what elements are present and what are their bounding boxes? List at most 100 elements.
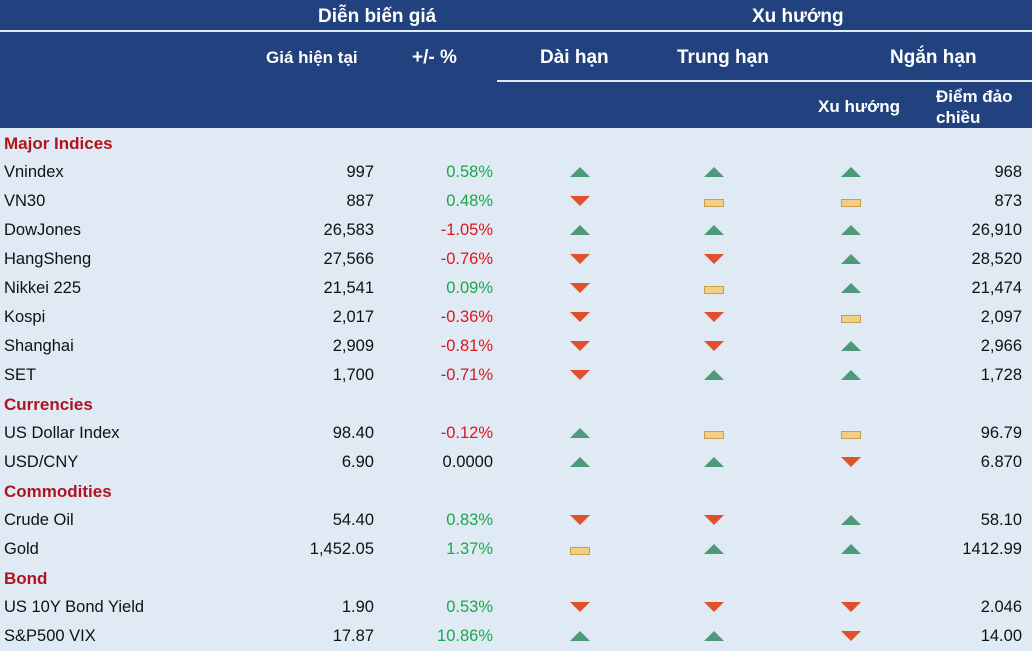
trend-up-icon bbox=[841, 544, 861, 554]
trend-down-icon bbox=[704, 602, 724, 612]
trend-up-icon bbox=[570, 225, 590, 235]
instrument-label: Shanghai bbox=[4, 337, 74, 355]
trend-down-icon bbox=[841, 602, 861, 612]
mid-term-trend bbox=[704, 341, 724, 353]
long-term-trend bbox=[570, 602, 590, 614]
instrument-label: VN30 bbox=[4, 192, 46, 210]
trend-up-icon bbox=[841, 283, 861, 293]
reversal-point: 6.870 bbox=[980, 453, 1022, 471]
category-row: Major Indices bbox=[0, 129, 1032, 158]
short-trend-heading: Xu hướng bbox=[818, 97, 900, 116]
trend-down-icon bbox=[570, 196, 590, 206]
current-price: 1.90 bbox=[341, 598, 374, 616]
change-pct: 10.86% bbox=[437, 627, 493, 645]
current-price: 1,452.05 bbox=[309, 540, 374, 558]
short-term-heading: Ngắn hạn bbox=[890, 47, 977, 68]
mid-term-trend bbox=[704, 602, 724, 614]
reversal-point: 26,910 bbox=[971, 221, 1022, 239]
current-price: 17.87 bbox=[332, 627, 374, 645]
table-row: Kospi 2,017 -0.36% 2,097 bbox=[0, 303, 1032, 332]
category-row: Commodities bbox=[0, 477, 1032, 506]
change-pct: -0.71% bbox=[440, 366, 493, 384]
long-term-trend bbox=[570, 283, 590, 295]
trend-flat-icon bbox=[704, 431, 724, 439]
trend-divider bbox=[497, 80, 1032, 82]
trend-up-icon bbox=[570, 457, 590, 467]
mid-term-trend bbox=[704, 370, 724, 382]
mid-term-trend bbox=[704, 457, 724, 469]
current-price-heading: Giá hiện tại bbox=[266, 48, 358, 67]
table-row: Nikkei 225 21,541 0.09% 21,474 bbox=[0, 274, 1032, 303]
current-price: 887 bbox=[346, 192, 374, 210]
instrument-label: Nikkei 225 bbox=[4, 279, 82, 297]
change-pct: 0.58% bbox=[446, 163, 493, 181]
short-term-trend bbox=[841, 602, 861, 614]
mid-term-heading: Trung hạn bbox=[677, 47, 769, 68]
table-row: DowJones 26,583 -1.05% 26,910 bbox=[0, 216, 1032, 245]
trend-down-icon bbox=[704, 254, 724, 264]
short-term-trend bbox=[841, 341, 861, 353]
table-row: SET 1,700 -0.71% 1,728 bbox=[0, 361, 1032, 390]
trend-down-icon bbox=[704, 312, 724, 322]
long-term-trend bbox=[570, 370, 590, 382]
reversal-point: 14.00 bbox=[980, 627, 1022, 645]
reversal-point: 58.10 bbox=[980, 511, 1022, 529]
table-row: Crude Oil 54.40 0.83% 58.10 bbox=[0, 506, 1032, 535]
instrument-label: HangSheng bbox=[4, 250, 92, 268]
table-row: Gold 1,452.05 1.37% 1412.99 bbox=[0, 535, 1032, 564]
mid-term-trend bbox=[704, 544, 724, 556]
mid-term-trend bbox=[704, 225, 724, 237]
instrument-label: Crude Oil bbox=[4, 511, 74, 529]
table-row: Shanghai 2,909 -0.81% 2,966 bbox=[0, 332, 1032, 361]
current-price: 997 bbox=[346, 163, 374, 181]
trend-up-icon bbox=[841, 254, 861, 264]
long-term-trend bbox=[570, 196, 590, 208]
trend-flat-icon bbox=[704, 286, 724, 294]
current-price: 2,909 bbox=[332, 337, 374, 355]
trend-up-icon bbox=[704, 544, 724, 554]
short-term-trend bbox=[841, 196, 861, 208]
short-term-trend bbox=[841, 428, 861, 440]
short-term-trend bbox=[841, 370, 861, 382]
short-term-trend bbox=[841, 283, 861, 295]
market-table: Major Indices Vnindex 997 0.58% 968 VN30 887 0.… bbox=[0, 129, 1032, 651]
mid-term-trend bbox=[704, 631, 724, 643]
instrument-label: DowJones bbox=[4, 221, 82, 239]
table-row: US 10Y Bond Yield 1.90 0.53% 2.046 bbox=[0, 593, 1032, 622]
trend-up-icon bbox=[704, 631, 724, 641]
trend-up-icon bbox=[841, 370, 861, 380]
table-row: Vnindex 997 0.58% 968 bbox=[0, 158, 1032, 187]
trend-down-icon bbox=[704, 515, 724, 525]
instrument-label: USD/CNY bbox=[4, 453, 79, 471]
trend-down-icon bbox=[570, 312, 590, 322]
instrument-label: Kospi bbox=[4, 308, 46, 326]
long-term-trend bbox=[570, 254, 590, 266]
change-pct: -0.81% bbox=[440, 337, 493, 355]
trend-up-icon bbox=[841, 225, 861, 235]
reversal-point: 873 bbox=[994, 192, 1022, 210]
mid-term-trend bbox=[704, 515, 724, 527]
trend-down-icon bbox=[704, 341, 724, 351]
trend-up-icon bbox=[570, 167, 590, 177]
short-term-trend bbox=[841, 544, 861, 556]
short-term-trend bbox=[841, 254, 861, 266]
long-term-trend bbox=[570, 544, 590, 556]
trend-down-icon bbox=[570, 370, 590, 380]
table-row: VN30 887 0.48% 873 bbox=[0, 187, 1032, 216]
reversal-point: 2,097 bbox=[980, 308, 1022, 326]
mid-term-trend bbox=[704, 196, 724, 208]
long-term-trend bbox=[570, 631, 590, 643]
reversal-point: 1412.99 bbox=[962, 540, 1022, 558]
short-term-trend bbox=[841, 515, 861, 527]
short-term-trend bbox=[841, 167, 861, 179]
reversal-point: 28,520 bbox=[971, 250, 1022, 268]
trend-up-icon bbox=[704, 457, 724, 467]
instrument-label: Gold bbox=[4, 540, 39, 558]
current-price: 21,541 bbox=[323, 279, 374, 297]
table-row: HangSheng 27,566 -0.76% 28,520 bbox=[0, 245, 1032, 274]
category-label: Currencies bbox=[4, 395, 93, 414]
long-term-trend bbox=[570, 457, 590, 469]
reversal-point: 21,474 bbox=[971, 279, 1022, 297]
trend-down-icon bbox=[570, 283, 590, 293]
instrument-label: US 10Y Bond Yield bbox=[4, 598, 145, 616]
